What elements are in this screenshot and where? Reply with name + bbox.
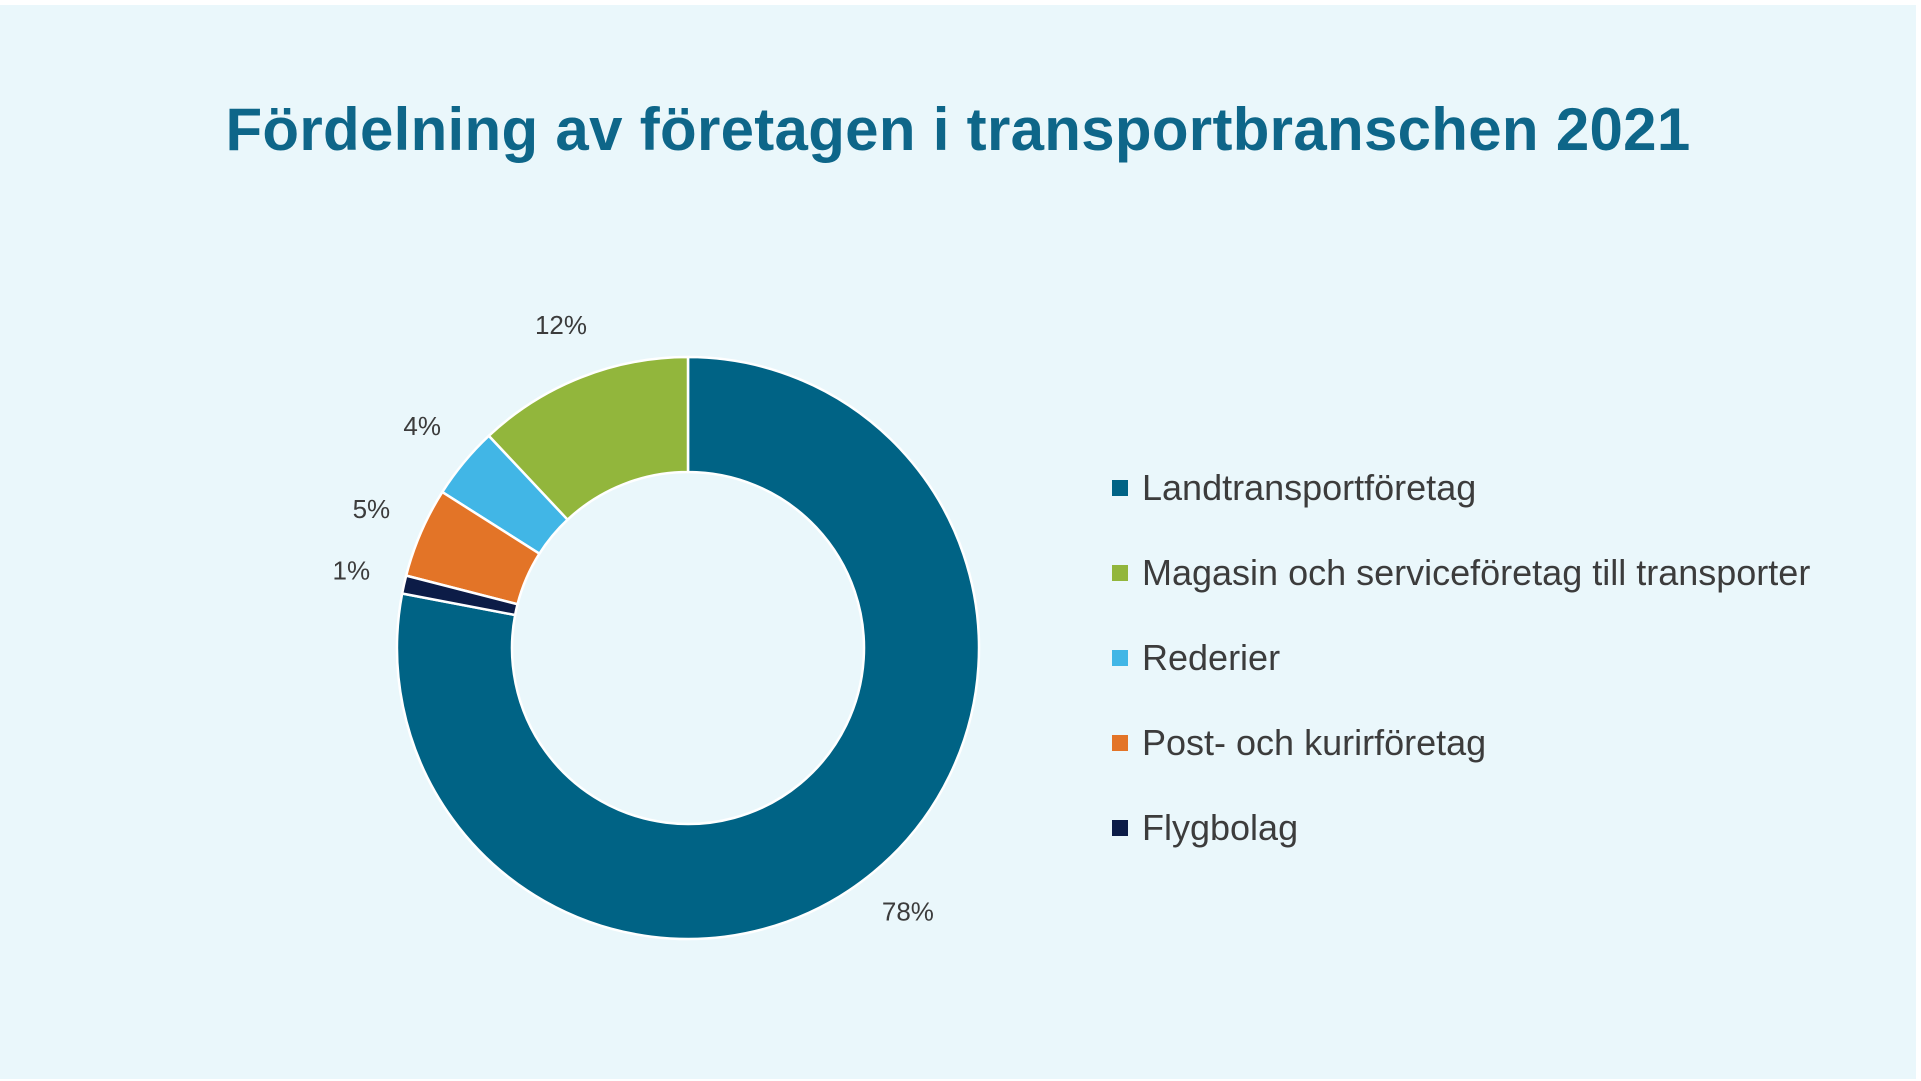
legend-item-post-och-kurirforetag: Post- och kurirföretag: [1112, 700, 1810, 785]
chart-title: Fördelning av företagen i transportbrans…: [225, 96, 1691, 163]
legend-label: Landtransportföretag: [1142, 466, 1477, 508]
data-label-rederier: 4%: [403, 411, 441, 441]
legend-label: Magasin och serviceföretag till transpor…: [1142, 551, 1811, 593]
donut-slice-flygbolag: [400, 574, 519, 617]
donut-slice-post-och-kurirforetag: [404, 490, 541, 606]
donut-chart: 78% 12% 4% 5% 1%: [333, 310, 981, 941]
legend-label: Flygbolag: [1142, 806, 1299, 848]
data-label-magasin-och-serviceforetag-till-transporter: 12%: [535, 310, 587, 340]
data-label-post-och-kurirforetag: 5%: [353, 494, 391, 524]
legend-label: Rederier: [1142, 636, 1281, 678]
legend-swatch: [1112, 479, 1128, 496]
legend-label: Post- och kurirföretag: [1142, 721, 1487, 763]
legend-item-flygbolag: Flygbolag: [1112, 785, 1810, 870]
legend-item-magasin-och-serviceforetag-till-transporter: Magasin och serviceföretag till transpor…: [1112, 530, 1810, 615]
data-label-flygbolag: 1%: [333, 556, 371, 586]
legend-swatch: [1112, 734, 1128, 751]
chart-slide: Fördelning av företagen i transportbrans…: [0, 5, 1916, 1079]
donut-slice-rederier: [441, 434, 569, 555]
legend-item-landtransportforetag: Landtransportföretag: [1112, 445, 1810, 530]
legend-swatch: [1112, 649, 1128, 666]
data-label-landtransportforetag: 78%: [882, 897, 934, 927]
chart-legend: Landtransportföretag Magasin och servicef…: [1112, 445, 1810, 870]
donut-slice-landtransportforetag: [395, 355, 981, 941]
legend-swatch: [1112, 564, 1128, 581]
legend-item-rederier: Rederier: [1112, 615, 1810, 700]
donut-slice-magasin-och-serviceforetag-till-transporter: [487, 355, 690, 521]
legend-swatch: [1112, 819, 1128, 836]
